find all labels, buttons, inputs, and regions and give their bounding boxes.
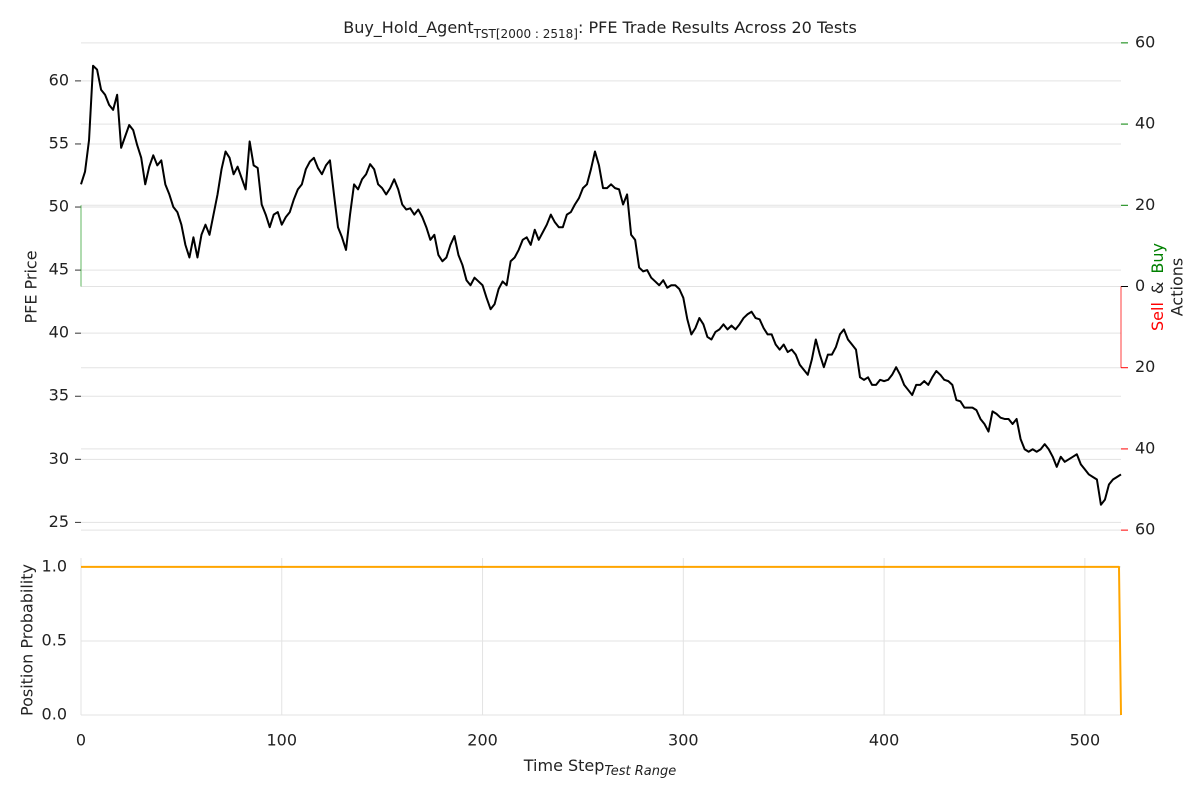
y-tick-label: 50	[49, 197, 69, 216]
title-main: Buy_Hold_Agent	[343, 18, 473, 38]
y-axis-label: PFE Price	[22, 250, 41, 323]
title-rest: : PFE Trade Results Across 20 Tests	[578, 18, 857, 37]
title-sub: TST[2000 : 2518]	[473, 27, 578, 41]
y2-axis-label: Sell & Buy	[1148, 243, 1167, 331]
y2-tick-label: 60	[1135, 32, 1155, 51]
position-y-tick-label: 0.5	[42, 630, 67, 649]
position-y-axis-label: Position Probability	[18, 564, 37, 716]
y2-axis-label-second: Actions	[1168, 258, 1187, 316]
y2-tick-label: 40	[1135, 438, 1155, 457]
price-line	[80, 64, 1122, 506]
x-tick-label: 100	[266, 731, 297, 750]
y2-tick-label: 0	[1135, 276, 1145, 295]
position-y-tick-label: 0.0	[42, 705, 67, 724]
position-y-tick-label: 1.0	[42, 556, 67, 575]
y-tick-label: 35	[49, 386, 69, 405]
y-tick-label: 45	[49, 260, 69, 279]
y2-label-buy: Buy	[1148, 243, 1167, 274]
x-tick-label: 300	[668, 731, 699, 750]
x-tick-label: 200	[467, 731, 498, 750]
position-line	[81, 565, 1122, 716]
x-label-main: Time Step	[523, 756, 605, 775]
x-axis-label: Time StepTest Range	[523, 756, 677, 779]
chart-title: Buy_Hold_AgentTST[2000 : 2518]: PFE Trad…	[343, 18, 857, 41]
y-tick-label: 60	[49, 70, 69, 89]
x-tick-label: 500	[1070, 731, 1101, 750]
y2-tick-label: 20	[1135, 195, 1155, 214]
y2-label-amp: &	[1148, 282, 1167, 294]
y2-tick-label: 60	[1135, 520, 1155, 539]
x-label-sub: Test Range	[604, 764, 676, 779]
y-tick-label: 40	[49, 323, 69, 342]
y-tick-label: 25	[49, 512, 69, 531]
x-tick-label: 0	[76, 731, 86, 750]
y-tick-label: 30	[49, 449, 69, 468]
y2-label-sell: Sell	[1148, 302, 1167, 331]
y-tick-label: 55	[49, 133, 69, 152]
y2-tick-label: 40	[1135, 114, 1155, 133]
x-tick-label: 400	[869, 731, 900, 750]
y2-tick-label: 20	[1135, 357, 1155, 376]
